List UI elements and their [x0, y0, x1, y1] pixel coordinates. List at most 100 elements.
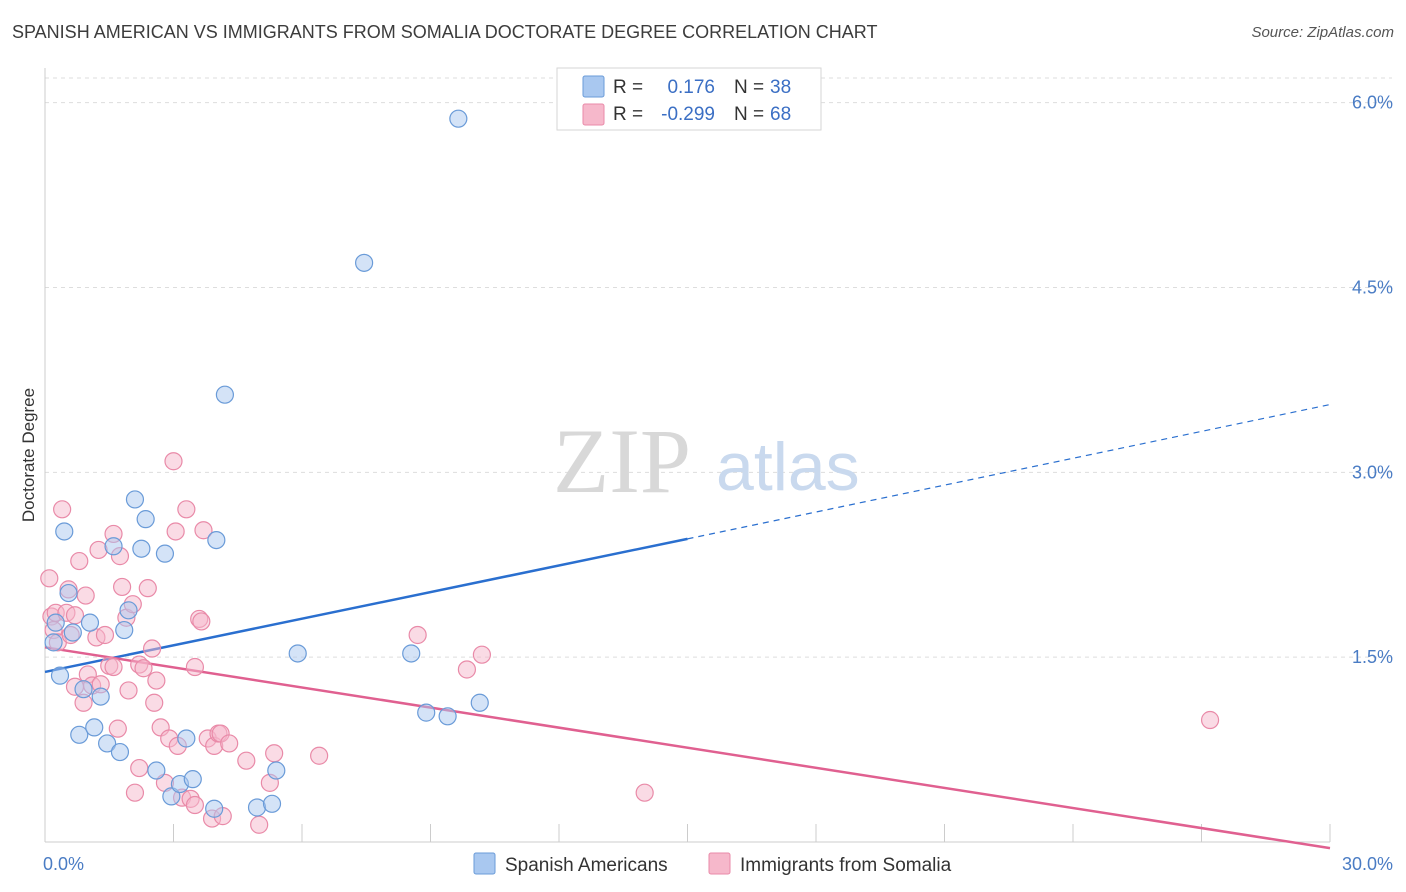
point-spanish-americans	[44, 633, 63, 652]
legend-r-value-2: -0.299	[661, 104, 715, 125]
series-legend-swatch-pink	[708, 852, 731, 875]
y-tick-label: 4.5%	[1352, 277, 1393, 297]
data-points	[40, 109, 1220, 834]
point-spanish-americans	[50, 666, 70, 685]
point-spanish-americans	[132, 539, 151, 558]
point-immigrants-from-somalia	[142, 639, 162, 658]
point-immigrants-from-somalia	[145, 693, 164, 712]
point-spanish-americans	[125, 490, 145, 509]
legend-n-value-2: 68	[770, 104, 791, 125]
point-immigrants-from-somalia	[220, 734, 239, 753]
point-immigrants-from-somalia	[472, 645, 491, 664]
point-immigrants-from-somalia	[70, 551, 89, 571]
point-spanish-americans	[470, 693, 489, 712]
point-immigrants-from-somalia	[194, 521, 213, 540]
point-immigrants-from-somalia	[53, 500, 72, 519]
point-spanish-americans	[355, 253, 374, 272]
point-spanish-americans	[449, 109, 468, 128]
point-spanish-americans	[136, 510, 155, 529]
point-immigrants-from-somalia	[65, 606, 85, 625]
stats-legend: R = 0.176 N = 38 R = -0.299 N = 68	[556, 67, 822, 131]
y-tick-label: 6.0%	[1352, 93, 1393, 113]
source-label: Source: ZipAtlas.com	[1251, 24, 1394, 41]
point-immigrants-from-somalia	[185, 657, 205, 677]
point-immigrants-from-somalia	[147, 671, 166, 690]
trend-line-immigrants-from-somalia	[44, 646, 1331, 850]
point-immigrants-from-somalia	[40, 569, 59, 588]
watermark: ZIP atlas	[553, 410, 860, 512]
point-immigrants-from-somalia	[76, 586, 95, 605]
point-immigrants-from-somalia	[185, 795, 205, 815]
watermark-zip: ZIP	[553, 410, 691, 512]
point-immigrants-from-somalia	[310, 746, 329, 765]
point-spanish-americans	[215, 385, 234, 404]
point-immigrants-from-somalia	[408, 625, 427, 645]
point-immigrants-from-somalia	[112, 577, 132, 597]
series-legend-label-pink: Immigrants from Somalia	[740, 855, 952, 876]
legend-swatch-pink	[582, 103, 605, 126]
point-immigrants-from-somalia	[1200, 710, 1220, 730]
point-spanish-americans	[267, 761, 286, 780]
legend-n-label-1: N =	[734, 77, 764, 98]
point-spanish-americans	[262, 794, 282, 813]
legend-swatch-blue	[582, 75, 605, 98]
point-spanish-americans	[80, 613, 100, 632]
point-spanish-americans	[438, 707, 457, 726]
watermark-atlas: atlas	[716, 429, 860, 505]
point-spanish-americans	[98, 734, 117, 753]
point-spanish-americans	[59, 583, 78, 603]
point-spanish-americans	[183, 770, 202, 789]
legend-r-label-2: R =	[613, 104, 643, 125]
y-tick-label: 3.0%	[1352, 462, 1393, 482]
point-immigrants-from-somalia	[104, 657, 123, 677]
point-immigrants-from-somalia	[119, 681, 138, 700]
series-legend: Spanish Americans Immigrants from Somali…	[473, 852, 952, 876]
point-immigrants-from-somalia	[134, 659, 153, 678]
point-immigrants-from-somalia	[125, 783, 145, 802]
point-spanish-americans	[110, 742, 130, 762]
point-spanish-americans	[119, 601, 138, 620]
point-immigrants-from-somalia	[166, 522, 185, 541]
point-spanish-americans	[288, 644, 307, 663]
point-immigrants-from-somalia	[265, 744, 284, 763]
point-spanish-americans	[147, 761, 166, 780]
point-spanish-americans	[177, 729, 196, 748]
legend-r-value-1: 0.176	[667, 77, 715, 98]
y-axis-title: Doctorate Degree	[19, 388, 38, 522]
legend-r-label-1: R =	[613, 77, 643, 98]
point-spanish-americans	[155, 544, 175, 563]
point-spanish-americans	[115, 620, 134, 640]
point-spanish-americans	[162, 787, 181, 806]
point-immigrants-from-somalia	[138, 579, 157, 598]
x-tick-label-min: 0.0%	[43, 854, 84, 874]
point-immigrants-from-somalia	[108, 719, 127, 738]
point-spanish-americans	[55, 522, 74, 541]
point-immigrants-from-somalia	[635, 783, 654, 802]
point-immigrants-from-somalia	[177, 500, 196, 519]
y-tick-label: 1.5%	[1352, 647, 1393, 667]
point-immigrants-from-somalia	[130, 758, 149, 778]
point-spanish-americans	[402, 644, 421, 663]
point-spanish-americans	[70, 725, 89, 744]
point-spanish-americans	[205, 799, 224, 818]
x-tick-label-max: 30.0%	[1342, 854, 1393, 874]
point-immigrants-from-somalia	[89, 540, 108, 560]
point-immigrants-from-somalia	[250, 815, 269, 834]
point-spanish-americans	[85, 718, 104, 737]
point-spanish-americans	[247, 798, 267, 817]
point-immigrants-from-somalia	[192, 612, 211, 631]
point-immigrants-from-somalia	[457, 660, 477, 679]
series-legend-label-blue: Spanish Americans	[505, 855, 668, 876]
chart-title: SPANISH AMERICAN VS IMMIGRANTS FROM SOMA…	[12, 22, 878, 42]
axes	[44, 68, 1331, 843]
point-immigrants-from-somalia	[237, 751, 256, 770]
legend-n-label-2: N =	[734, 104, 764, 125]
point-spanish-americans	[46, 613, 65, 632]
point-spanish-americans	[74, 680, 93, 699]
point-spanish-americans	[91, 687, 110, 706]
grid-lines	[45, 77, 1392, 658]
series-legend-swatch-blue	[473, 852, 496, 875]
point-spanish-americans	[417, 703, 436, 722]
y-tick-labels: 1.5% 3.0% 4.5% 6.0%	[1352, 93, 1393, 668]
